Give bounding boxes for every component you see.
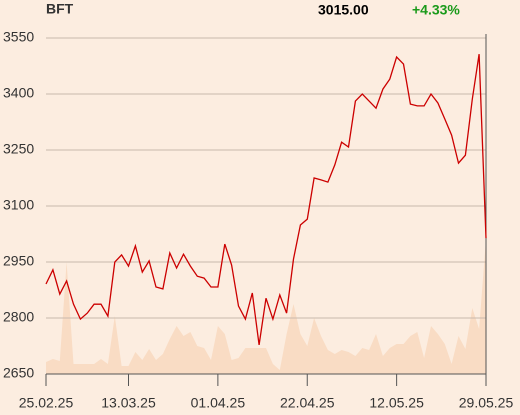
volume-area (46, 239, 486, 374)
y-tick-label: 2950 (3, 253, 34, 269)
symbol: BFT (46, 1, 74, 17)
x-tick-label: 22.04.25 (280, 395, 335, 411)
price-line (45, 54, 487, 345)
change: +4.33% (412, 2, 460, 18)
x-tick-label: 25.02.25 (19, 395, 74, 411)
y-tick-label: 3550 (3, 29, 34, 45)
y-tick-label: 3400 (3, 85, 34, 101)
y-tick-label: 2800 (3, 309, 34, 325)
x-tick-label: 29.05.25 (459, 395, 514, 411)
x-tick-label: 13.03.25 (101, 395, 156, 411)
price: 3015.00 (318, 2, 369, 18)
x-tick-label: 12.05.25 (369, 395, 424, 411)
x-tick-label: 01.04.25 (191, 395, 246, 411)
y-tick-label: 2650 (3, 365, 34, 381)
y-tick-label: 3250 (3, 141, 34, 157)
y-tick-label: 3100 (3, 197, 34, 213)
